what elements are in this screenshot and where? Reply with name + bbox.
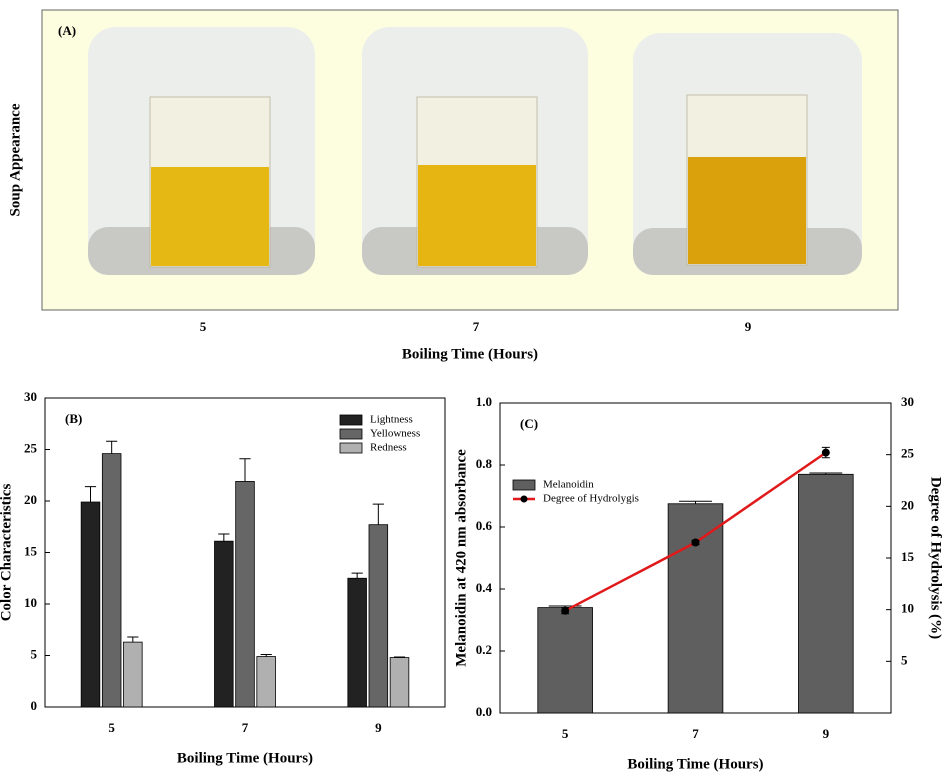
bar [256, 656, 276, 708]
y-axis-label: Color Characteristics [0, 484, 14, 622]
y-tick-label: 0.2 [476, 642, 492, 657]
legend-label: Melanoidin [543, 479, 594, 491]
y2-axis-label: Degree of Hydrolysis (%) [928, 477, 944, 639]
bar [368, 524, 389, 708]
legend-swatch [339, 442, 363, 454]
bar [123, 641, 143, 708]
soup [418, 165, 536, 266]
bar [235, 481, 255, 708]
error-bar [106, 440, 118, 454]
x-tick-label: 7 [473, 319, 480, 334]
bar [347, 577, 367, 708]
error-bar [372, 503, 384, 525]
legend-swatch [339, 414, 363, 426]
bar [667, 503, 724, 714]
photo-2 [362, 27, 588, 275]
y-tick-label: 1.0 [476, 394, 492, 409]
x-tick-label: 5 [108, 720, 115, 735]
legend-swatch [339, 428, 363, 440]
photo-3 [633, 33, 862, 275]
x-axis-label: Boiling Time (Hours) [627, 756, 763, 772]
x-tick-label: 9 [745, 319, 752, 334]
y2-tick-label: 5 [901, 652, 908, 667]
legend-label: Lightness [370, 414, 413, 426]
legend-label: Redness [370, 442, 407, 454]
legend-swatch [520, 495, 528, 503]
y-tick-label: 10 [24, 595, 37, 610]
error-bar [239, 458, 251, 482]
y-axis-label: Melanoidin at 420 nm absorbance [453, 449, 469, 667]
bar [101, 453, 122, 708]
y-tick-label: 15 [24, 543, 38, 558]
error-bar [351, 572, 363, 579]
error-bar [218, 533, 230, 542]
bar [537, 607, 593, 714]
y-tick-label: 0.0 [476, 704, 492, 719]
y-tick-label: 25 [24, 440, 38, 455]
x-tick-label: 7 [242, 720, 249, 735]
point [691, 538, 700, 547]
y-axis-label: Soup Appearance [7, 103, 23, 216]
y-tick-label: 0.8 [476, 456, 493, 471]
x-tick-label: 5 [562, 726, 569, 741]
point [561, 606, 570, 615]
bar [80, 501, 101, 708]
y-tick-label: 20 [24, 492, 37, 507]
y2-tick-label: 20 [901, 497, 914, 512]
y-tick-label: 30 [24, 389, 37, 404]
x-axis-label: Boiling Time (Hours) [402, 346, 538, 362]
bar [798, 473, 854, 714]
x-tick-label: 7 [692, 726, 699, 741]
error-bar [84, 486, 97, 503]
legend-label: Degree of Hydrolygis [543, 493, 639, 505]
bar [389, 657, 410, 708]
y2-tick-label: 10 [901, 601, 914, 616]
y2-tick-label: 15 [901, 549, 915, 564]
y-tick-label: 0.4 [476, 580, 493, 595]
y-tick-label: 0.6 [476, 518, 493, 533]
y2-tick-label: 25 [901, 446, 915, 461]
bar [214, 540, 234, 708]
x-tick-label: 5 [200, 319, 207, 334]
panel-label: (C) [520, 416, 538, 431]
soup [688, 157, 806, 264]
legend-swatch [512, 479, 536, 491]
photo-1 [88, 27, 315, 275]
error-bar [679, 500, 712, 504]
panel-label: (B) [65, 411, 82, 426]
y-tick-label: 5 [31, 646, 38, 661]
error-bar [127, 636, 139, 643]
x-tick-label: 9 [823, 726, 830, 741]
x-tick-label: 9 [375, 720, 382, 735]
panel-label: (A) [58, 23, 76, 38]
panel-a: (A) Soup Appearance 5 7 9 Boiling Time (… [7, 9, 899, 362]
x-axis-label: Boiling Time (Hours) [177, 750, 313, 766]
legend-label: Yellowness [370, 428, 420, 440]
y-tick-label: 0 [31, 698, 38, 713]
y2-tick-label: 30 [901, 394, 914, 409]
soup [151, 167, 269, 266]
point [821, 448, 830, 457]
